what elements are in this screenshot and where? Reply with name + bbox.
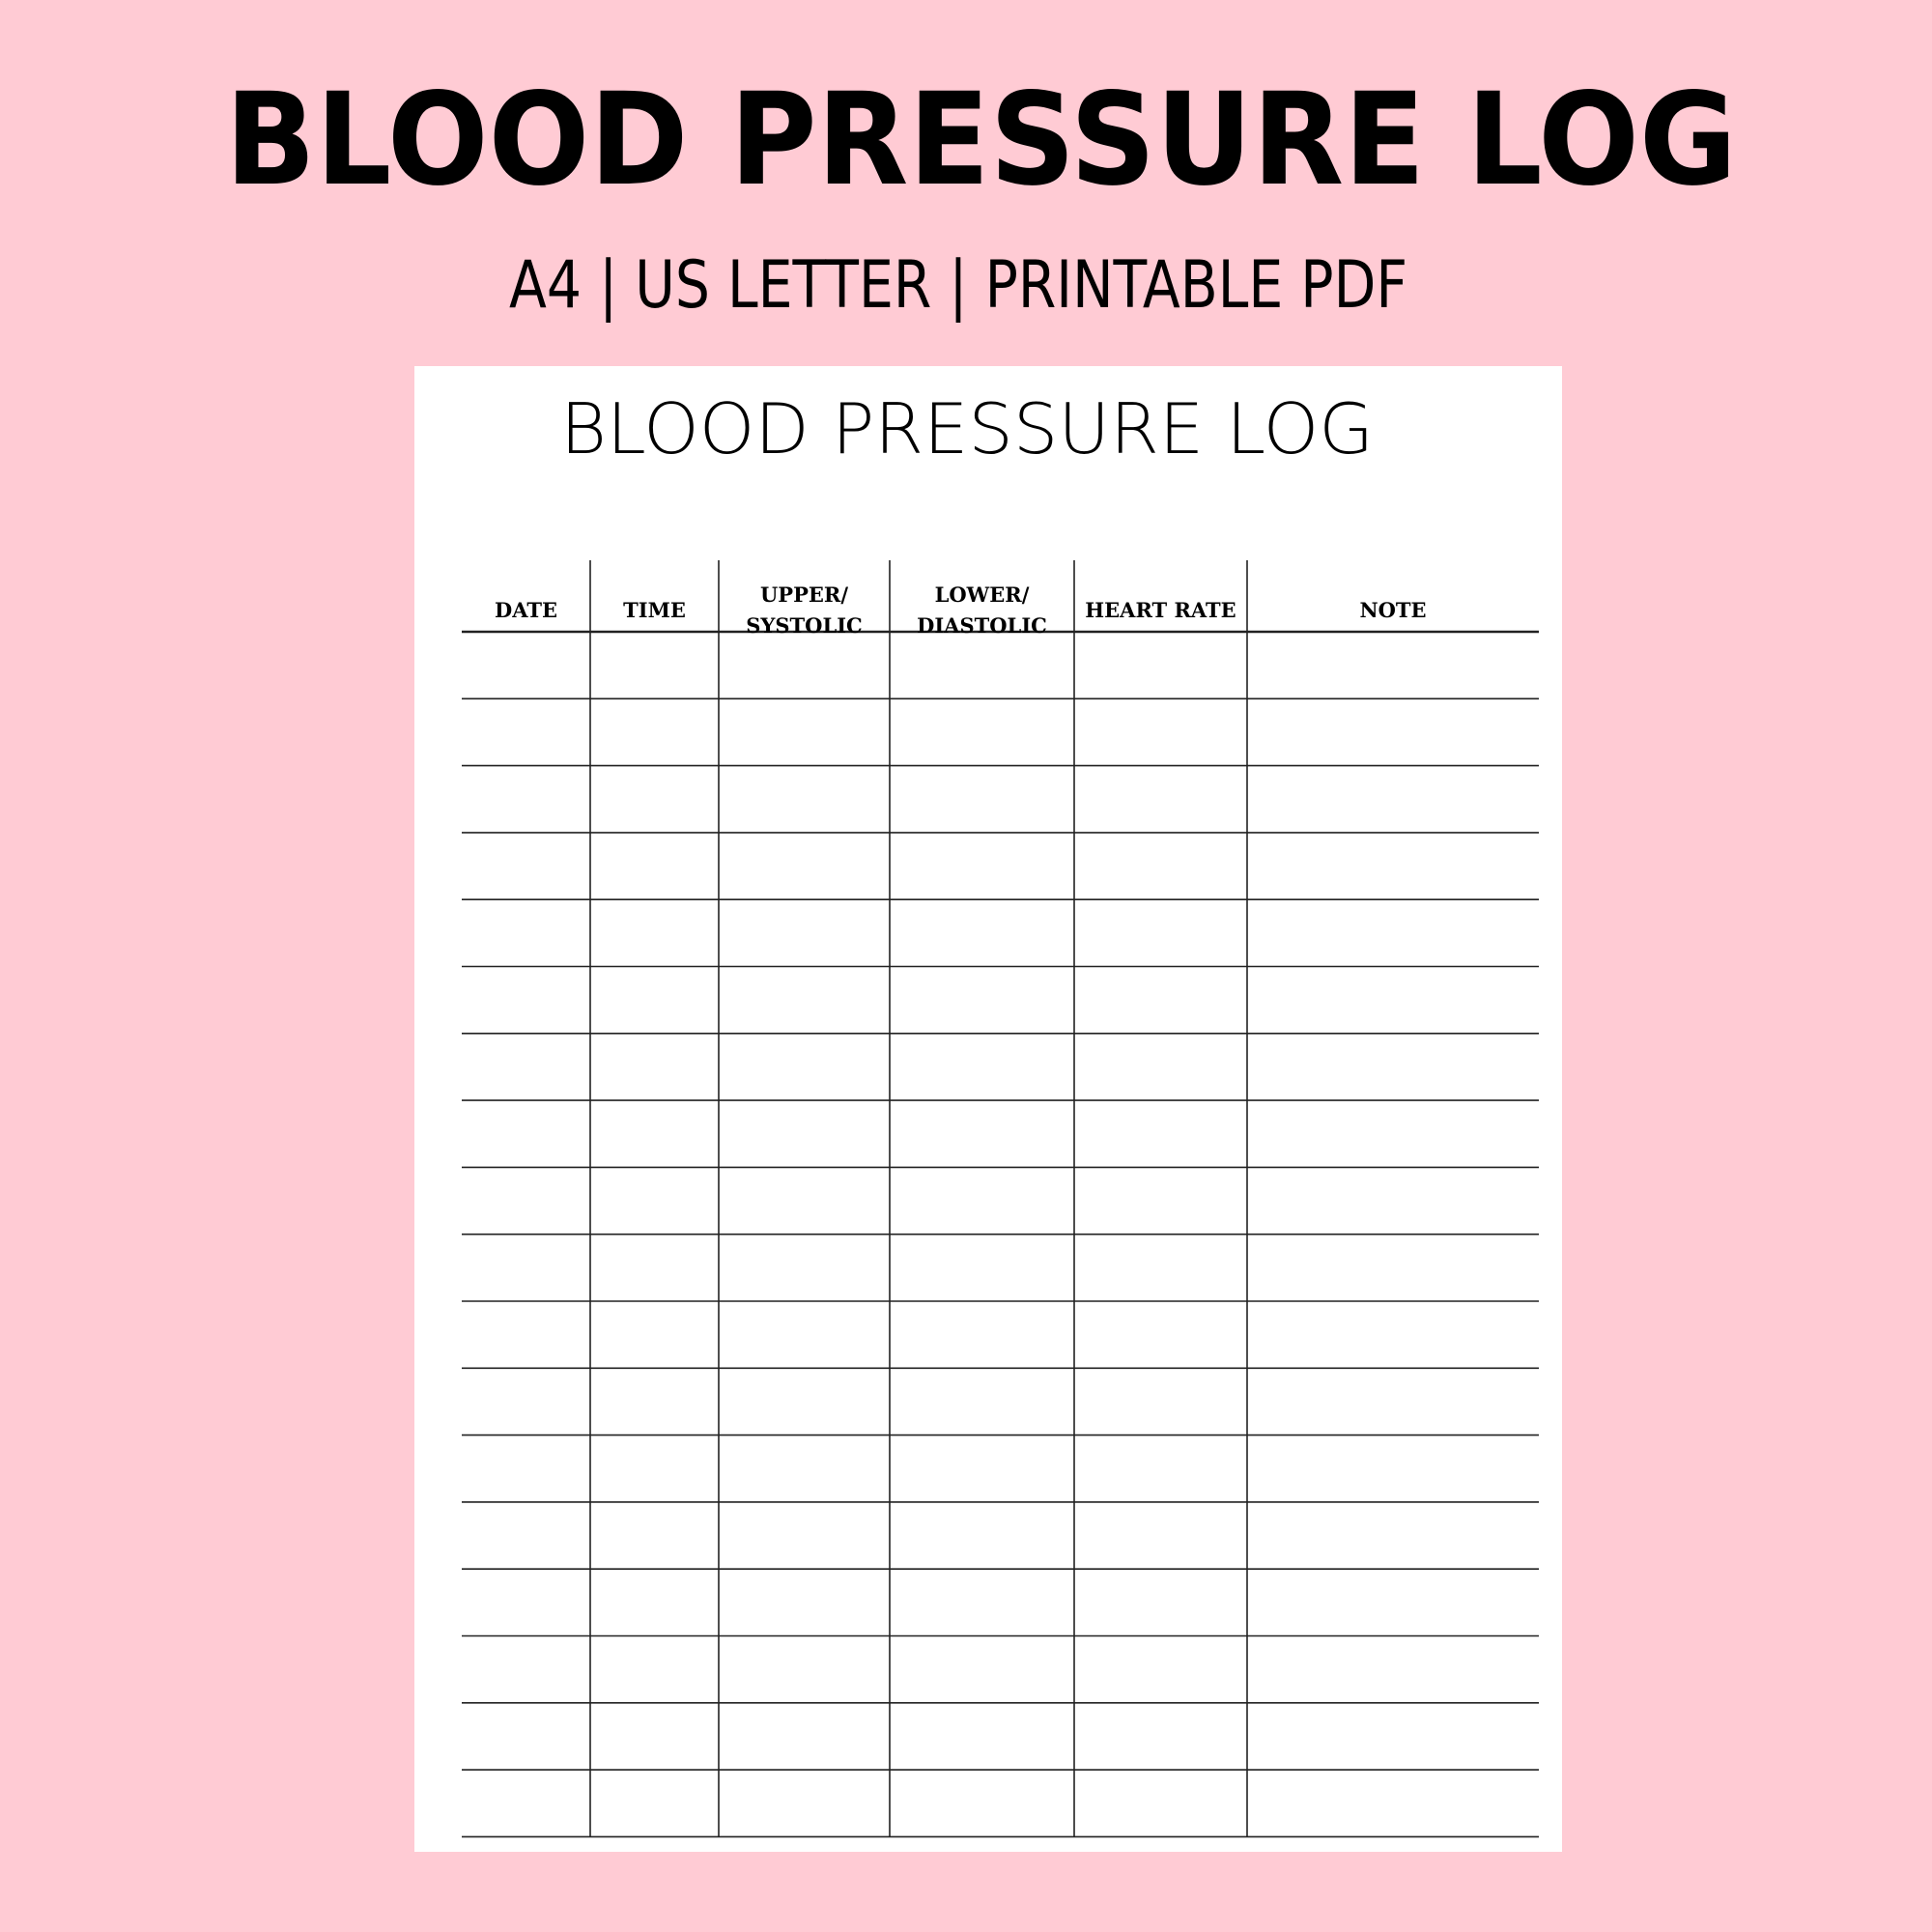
column-header: TIME [623,598,686,622]
banner-title: BLOOD PRESSURE LOG [225,66,1737,214]
column-header: DATE [495,598,557,622]
column-header: NOTE [1359,598,1426,622]
column-header: LOWER/ [935,582,1030,607]
column-header: SYSTOLIC [746,613,863,638]
log-sheet: BLOOD PRESSURE LOG DATE TIME UPPER/SYSTOLI… [414,366,1562,1852]
column-header: UPPER/ [760,582,848,607]
sheet-title: BLOOD PRESSURE LOG [560,388,1374,469]
log-table: BLOOD PRESSURE LOG DATE TIME UPPER/SYSTOLI… [462,388,1539,1838]
banner-subtitle: A4 | US LETTER | PRINTABLE PDF [509,247,1407,324]
header: BLOOD PRESSURE LOG A4 | US LETTER | PRIN… [225,66,1737,324]
column-header: HEART RATE [1085,598,1236,622]
column-header: DIASTOLIC [917,613,1047,638]
